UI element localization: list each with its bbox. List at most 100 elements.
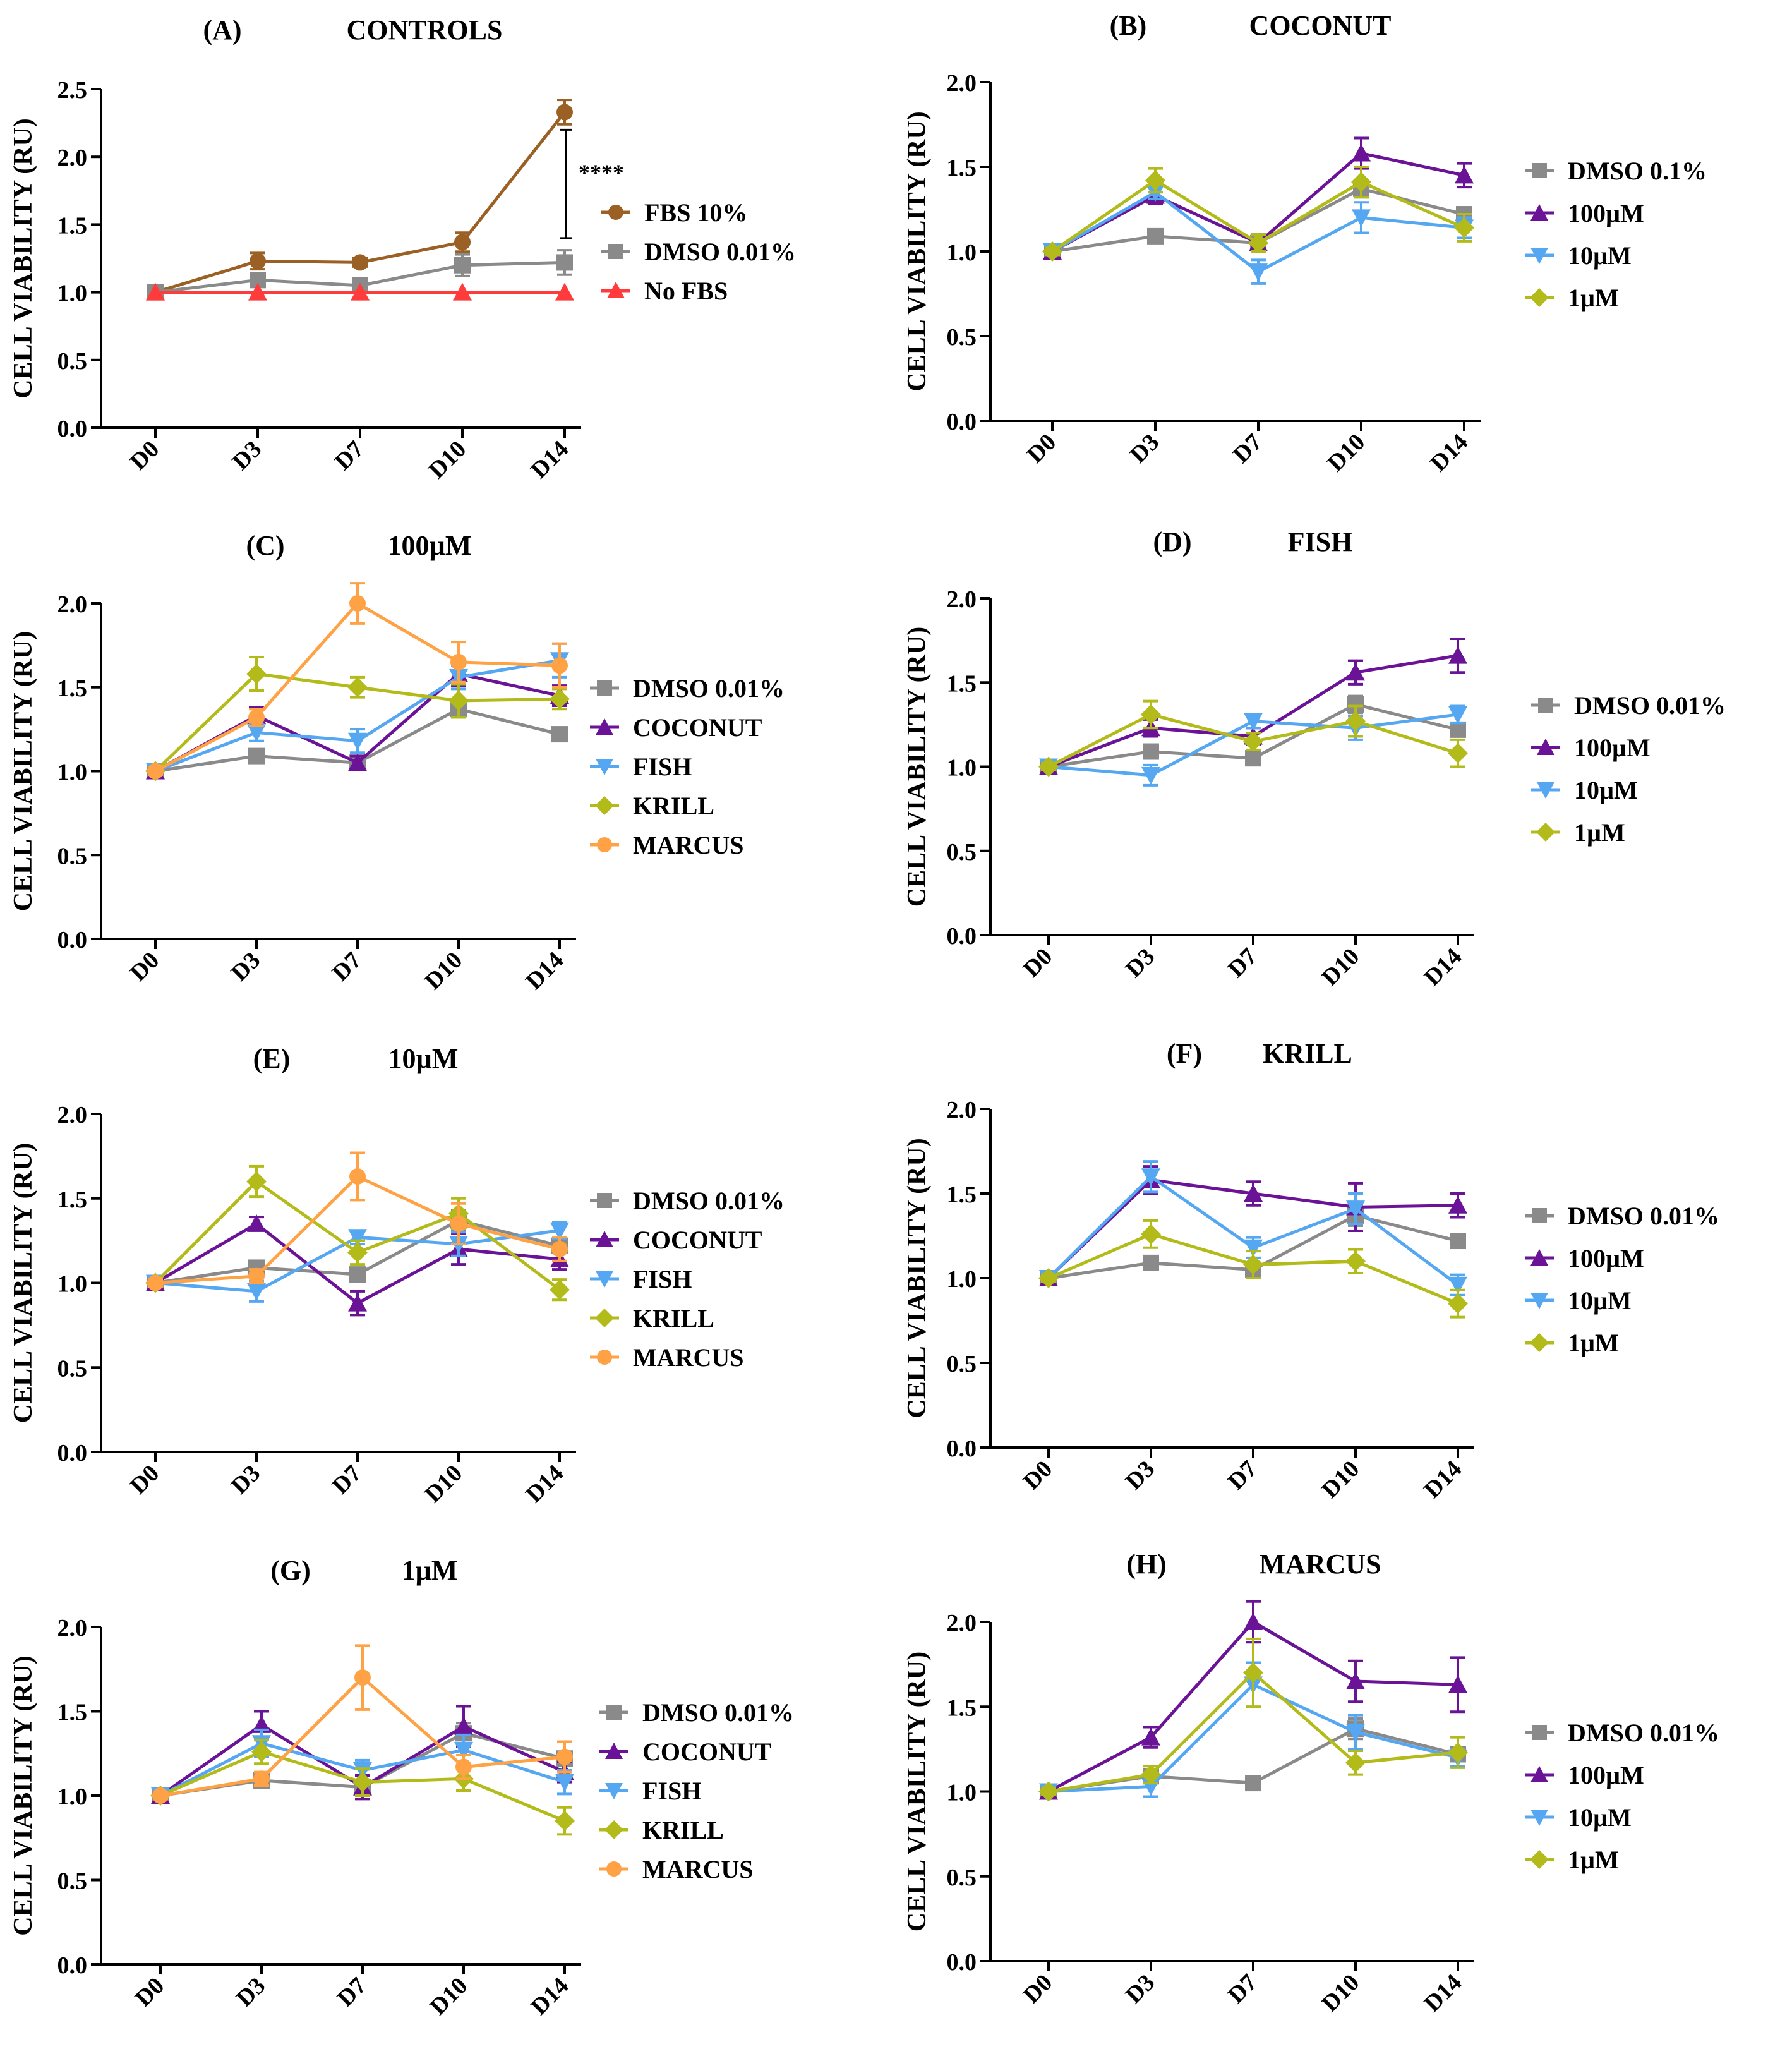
data-point xyxy=(348,753,367,771)
y-tick-label: 0.5 xyxy=(57,348,88,375)
data-point xyxy=(246,1171,267,1192)
data-point xyxy=(1345,711,1366,732)
data-point xyxy=(248,282,267,301)
data-point xyxy=(348,1293,367,1312)
legend-label: 100µM xyxy=(1568,1761,1644,1789)
legend-marker xyxy=(595,796,614,815)
x-tick-label: D3 xyxy=(226,947,266,987)
data-point xyxy=(347,677,368,698)
y-tick-label: 1.0 xyxy=(57,1271,88,1298)
legend-entry: KRILL xyxy=(599,1816,724,1844)
data-point xyxy=(247,1214,266,1232)
legend-label: FBS 10% xyxy=(644,198,747,227)
data-point xyxy=(1448,1675,1467,1693)
x-tick-label: D0 xyxy=(125,1460,165,1500)
data-point xyxy=(352,1772,373,1792)
series-fbs-10- xyxy=(147,99,573,301)
legend-label: COCONUT xyxy=(633,1226,762,1254)
data-point xyxy=(1141,1764,1161,1785)
y-tick-label: 2.0 xyxy=(947,1610,977,1636)
data-point xyxy=(1352,143,1371,162)
x-tick-label: D10 xyxy=(1316,943,1364,991)
y-tick-label: 2.0 xyxy=(57,1102,88,1128)
y-tick-label: 0.5 xyxy=(947,1865,977,1891)
data-point xyxy=(1042,241,1062,262)
data-point xyxy=(1448,646,1467,664)
panel-label: (D) xyxy=(1153,526,1191,557)
legend-label: 1µM xyxy=(1574,818,1625,847)
x-tick-label: D10 xyxy=(423,436,471,484)
legend-label: KRILL xyxy=(642,1816,724,1844)
panel-label: (A) xyxy=(203,15,241,45)
legend-entry: KRILL xyxy=(590,792,714,820)
y-tick-label: 1.5 xyxy=(57,1700,88,1726)
legend-marker xyxy=(595,1309,614,1327)
data-point xyxy=(1141,704,1161,725)
y-tick-label: 0.5 xyxy=(947,1351,977,1377)
data-point xyxy=(1455,166,1474,184)
y-tick-label: 0.5 xyxy=(57,843,88,869)
data-point xyxy=(454,257,471,274)
y-tick-label: 0.5 xyxy=(947,324,977,351)
x-tick-label: D0 xyxy=(125,436,165,476)
data-point xyxy=(252,1715,271,1733)
legend-label: FISH xyxy=(642,1777,701,1805)
data-point xyxy=(1352,209,1371,227)
data-point xyxy=(1448,706,1467,724)
data-point xyxy=(550,689,570,710)
data-point xyxy=(556,254,573,271)
legend-label: DMSO 0.01% xyxy=(633,1187,785,1215)
data-point xyxy=(550,1222,569,1240)
x-tick-label: D10 xyxy=(424,1973,472,2021)
data-point xyxy=(1345,1752,1366,1773)
legend-label: DMSO 0.1% xyxy=(1568,157,1707,185)
legend-label: DMSO 0.01% xyxy=(644,238,796,266)
data-point xyxy=(1448,1293,1468,1314)
legend-marker xyxy=(604,1820,623,1839)
x-tick-label: D14 xyxy=(520,1460,568,1508)
panel-B: (B) COCONUT 0.0 0.5 1.0 1.5 2.0 D0 D3 D7 D10 D14 CEL… xyxy=(903,10,1707,477)
data-point xyxy=(1245,750,1261,767)
series-no-fbs xyxy=(146,282,574,301)
data-point xyxy=(1141,1168,1160,1187)
data-point xyxy=(1244,1184,1263,1202)
legend-marker xyxy=(1530,248,1548,264)
panel-title: FISH xyxy=(1288,526,1353,557)
y-tick-label: 0.5 xyxy=(57,1868,88,1895)
data-point xyxy=(1038,1781,1059,1802)
series-dmso-0-01- xyxy=(1040,694,1466,775)
y-tick-label: 2.0 xyxy=(947,1097,977,1123)
y-axis-label: CELL VIABILITY (RU) xyxy=(903,1138,932,1418)
legend-label: 1µM xyxy=(1568,1846,1619,1874)
data-point xyxy=(448,690,469,711)
data-point xyxy=(351,282,370,301)
y-tick-label: 2.0 xyxy=(57,1615,88,1641)
data-point xyxy=(1143,743,1159,760)
data-point xyxy=(1244,713,1263,731)
data-point xyxy=(348,1229,367,1247)
legend-marker xyxy=(1530,1810,1548,1826)
data-point xyxy=(551,1241,568,1257)
data-point xyxy=(1141,1224,1161,1245)
data-point xyxy=(454,1717,473,1735)
legend-marker xyxy=(1530,1766,1548,1782)
panel-label: (G) xyxy=(270,1555,311,1586)
x-tick-label: D10 xyxy=(1322,429,1370,477)
data-point xyxy=(1448,1742,1468,1763)
data-point xyxy=(248,709,265,726)
x-tick-label: D14 xyxy=(520,947,568,995)
legend-entry: FISH xyxy=(590,753,692,781)
data-point xyxy=(1345,1251,1366,1272)
y-tick-label: 0.0 xyxy=(947,1436,977,1462)
series-krill xyxy=(145,655,570,782)
panel-label: (E) xyxy=(253,1043,291,1074)
legend-entry: 1µM xyxy=(1525,1846,1619,1874)
data-point xyxy=(1248,233,1268,253)
x-tick-label: D7 xyxy=(1223,1456,1263,1496)
y-tick-label: 1.0 xyxy=(57,1784,88,1810)
data-point xyxy=(1244,1612,1263,1630)
legend-label: 10µM xyxy=(1568,241,1632,270)
legend-marker xyxy=(1536,823,1555,842)
legend-label: MARCUS xyxy=(642,1855,754,1883)
x-tick-label: D10 xyxy=(419,947,467,995)
